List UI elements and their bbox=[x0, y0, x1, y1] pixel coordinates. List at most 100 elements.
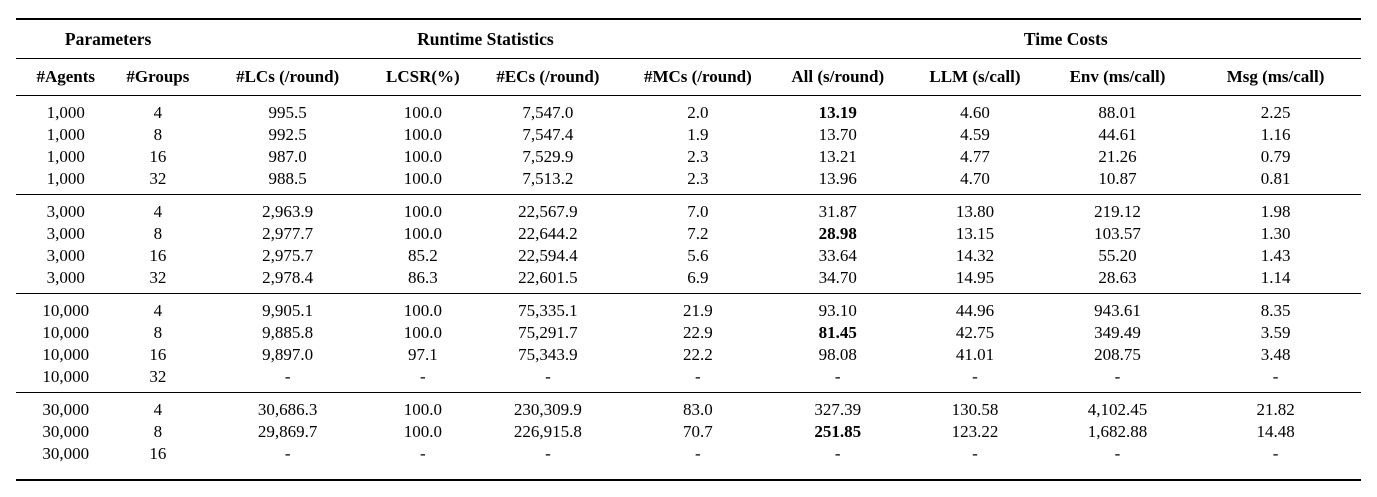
group-header-runtime-statistics: Runtime Statistics bbox=[200, 19, 771, 59]
table-cell: 7,547.0 bbox=[522, 103, 574, 122]
table-cell: - bbox=[1114, 444, 1121, 463]
row-group-30000-agents: 30,000 4 30,686.3 100.0 230,309.9 83.0 327.39 1… bbox=[16, 392, 1361, 481]
table-cell: 22,594.4 bbox=[518, 246, 578, 265]
table-cell: 28.98 bbox=[818, 224, 857, 243]
table-cell: 1,682.88 bbox=[1087, 422, 1148, 441]
table-row: 10,000 4 9,905.1 100.0 75,335.1 21.9 93.10 44.9… bbox=[16, 294, 1361, 322]
table-cell: 1.30 bbox=[1260, 224, 1291, 243]
table-cell: 32 bbox=[149, 268, 167, 287]
group-header-row: Parameters Runtime Statistics Time Costs bbox=[16, 19, 1361, 59]
column-header-env: Env (ms/call) bbox=[1044, 58, 1191, 96]
table-cell: - bbox=[695, 367, 701, 386]
table-cell: - bbox=[420, 444, 426, 463]
table-cell: 4 bbox=[153, 400, 163, 419]
column-header-agents: #Agents bbox=[16, 58, 116, 96]
table-cell: 10.87 bbox=[1098, 169, 1137, 188]
table-cell: 13.80 bbox=[955, 202, 995, 221]
table-cell: 130.58 bbox=[951, 400, 999, 419]
table-cell: 21.26 bbox=[1098, 147, 1137, 166]
table-cell: 70.7 bbox=[683, 422, 713, 441]
table-cell: 30,000 bbox=[42, 444, 90, 463]
table-cell: 21.82 bbox=[1256, 400, 1295, 419]
table-cell: - bbox=[420, 367, 426, 386]
table-cell: 3.59 bbox=[1260, 323, 1291, 342]
table-cell: 2.3 bbox=[687, 169, 709, 188]
table-row: 30,000 16 - - - - - - - - bbox=[16, 443, 1361, 481]
table-cell: 33.64 bbox=[818, 246, 857, 265]
table-cell: 7.2 bbox=[687, 224, 709, 243]
table-cell: - bbox=[545, 367, 551, 386]
table-cell: 226,915.8 bbox=[513, 422, 582, 441]
table-cell: 75,291.7 bbox=[518, 323, 578, 342]
table-cell: 100.0 bbox=[403, 202, 442, 221]
group-header-time-costs: Time Costs bbox=[770, 19, 1361, 59]
table-cell: 8 bbox=[153, 224, 163, 243]
table-cell: 100.0 bbox=[403, 224, 442, 243]
table-cell: 3,000 bbox=[46, 202, 85, 221]
table-row: 1,000 4 995.5 100.0 7,547.0 2.0 13.19 4.60 88.01… bbox=[16, 96, 1361, 124]
column-header-llm: LLM (s/call) bbox=[905, 58, 1045, 96]
table-cell: 21.9 bbox=[683, 301, 713, 320]
table-row: 30,000 8 29,869.7 100.0 226,915.8 70.7 251.85 1… bbox=[16, 421, 1361, 443]
table-cell: 230,309.9 bbox=[513, 400, 582, 419]
paper-table-page: Parameters Runtime Statistics Time Costs… bbox=[16, 18, 1361, 481]
table-cell: 8 bbox=[153, 125, 163, 144]
table-cell: 88.01 bbox=[1098, 103, 1137, 122]
table-cell: - bbox=[695, 444, 701, 463]
table-cell: 7.0 bbox=[687, 202, 709, 221]
table-cell: 1,000 bbox=[46, 147, 85, 166]
table-cell: 100.0 bbox=[403, 125, 442, 144]
column-header-row: #Agents #Groups #LCs (/round) LCSR(%) #E… bbox=[16, 58, 1361, 96]
table-cell: 30,000 bbox=[42, 422, 90, 441]
table-cell: 13.96 bbox=[818, 169, 857, 188]
table-cell: 9,905.1 bbox=[262, 301, 314, 320]
table-cell: 44.61 bbox=[1098, 125, 1137, 144]
table-cell: 100.0 bbox=[403, 103, 442, 122]
table-cell: 100.0 bbox=[403, 301, 442, 320]
table-cell: 14.48 bbox=[1256, 422, 1295, 441]
table-cell: 16 bbox=[149, 147, 167, 166]
table-cell: 987.0 bbox=[268, 147, 307, 166]
table-row: 3,000 8 2,977.7 100.0 22,644.2 7.2 28.98 13.15 1… bbox=[16, 223, 1361, 245]
table-cell: 4 bbox=[153, 103, 163, 122]
table-cell: 22.2 bbox=[683, 345, 713, 364]
table-cell: 30,686.3 bbox=[257, 400, 318, 419]
table-cell: 0.79 bbox=[1260, 147, 1291, 166]
table-cell: 4 bbox=[153, 301, 163, 320]
column-header-mcs: #MCs (/round) bbox=[625, 58, 771, 96]
table-cell: 1.9 bbox=[687, 125, 709, 144]
table-cell: 1.14 bbox=[1260, 268, 1291, 287]
table-cell: 3,000 bbox=[46, 224, 85, 243]
column-header-all: All (s/round) bbox=[770, 58, 905, 96]
table-cell: 55.20 bbox=[1098, 246, 1137, 265]
table-cell: 29,869.7 bbox=[257, 422, 318, 441]
table-cell: 1.43 bbox=[1260, 246, 1291, 265]
table-cell: 22,644.2 bbox=[518, 224, 578, 243]
table-cell: 14.32 bbox=[955, 246, 995, 265]
table-cell: 219.12 bbox=[1094, 202, 1141, 221]
row-group-3000-agents: 3,000 4 2,963.9 100.0 22,567.9 7.0 31.87 13.80 2… bbox=[16, 194, 1361, 294]
table-cell: 30,000 bbox=[42, 400, 90, 419]
table-cell: 9,885.8 bbox=[262, 323, 314, 342]
table-cell: 31.87 bbox=[818, 202, 857, 221]
table-cell: 10,000 bbox=[42, 301, 90, 320]
table-cell: 123.22 bbox=[951, 422, 999, 441]
table-cell: 4.70 bbox=[960, 169, 990, 188]
table-cell: - bbox=[1114, 367, 1121, 386]
column-header-ecs: #ECs (/round) bbox=[470, 58, 626, 96]
table-cell: 3,000 bbox=[46, 246, 85, 265]
column-header-groups: #Groups bbox=[115, 58, 201, 96]
table-cell: 34.70 bbox=[818, 268, 857, 287]
table-cell: 2.3 bbox=[687, 147, 709, 166]
table-cell: 28.63 bbox=[1098, 268, 1137, 287]
table-cell: 4,102.45 bbox=[1087, 400, 1148, 419]
group-header-parameters: Parameters bbox=[16, 19, 201, 59]
table-row: 3,000 4 2,963.9 100.0 22,567.9 7.0 31.87 13.80 2… bbox=[16, 195, 1361, 223]
table-cell: 98.08 bbox=[818, 345, 857, 364]
table-cell: 100.0 bbox=[403, 422, 442, 441]
table-header: Parameters Runtime Statistics Time Costs… bbox=[16, 19, 1361, 96]
table-cell: 2,977.7 bbox=[262, 224, 314, 243]
table-row: 10,000 32 - - - - - - - - bbox=[16, 366, 1361, 393]
table-cell: 6.9 bbox=[687, 268, 709, 287]
table-cell: 44.96 bbox=[955, 301, 995, 320]
